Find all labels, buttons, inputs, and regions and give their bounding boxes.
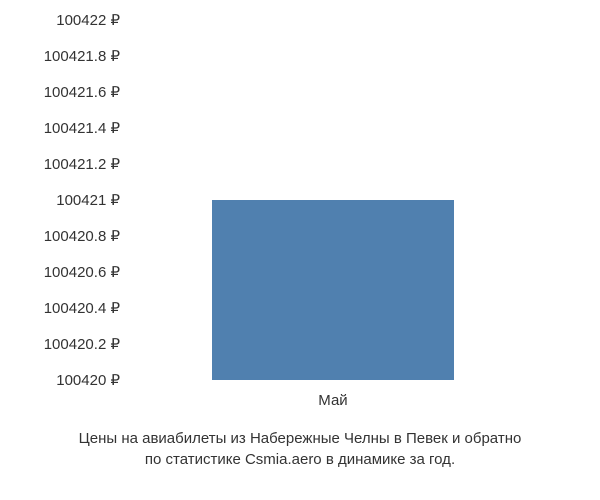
y-tick-label: 100420.8 ₽	[44, 227, 120, 245]
x-axis-label: Май	[318, 392, 347, 409]
chart-caption: Цены на авиабилеты из Набережные Челны в…	[0, 428, 600, 470]
y-tick-label: 100421.6 ₽	[44, 83, 120, 101]
caption-line1: Цены на авиабилеты из Набережные Челны в…	[79, 430, 522, 447]
y-tick-label: 100422 ₽	[56, 11, 120, 29]
y-tick-label: 100421 ₽	[56, 191, 120, 209]
y-tick-label: 100421.4 ₽	[44, 119, 120, 137]
y-tick-label: 100421.2 ₽	[44, 155, 120, 173]
caption-line2: по статистике Csmia.aero в динамике за г…	[145, 451, 455, 468]
bar	[212, 200, 454, 380]
y-tick-label: 100420 ₽	[56, 371, 120, 389]
chart-container: 100422 ₽ 100421.8 ₽ 100421.6 ₽ 100421.4 ₽ 10…	[0, 0, 600, 500]
y-tick-label: 100421.8 ₽	[44, 47, 120, 65]
y-axis: 100422 ₽100421.8 ₽100421.6 ₽100421.4 ₽10…	[0, 20, 130, 380]
y-tick-label: 100420.2 ₽	[44, 335, 120, 353]
plot-area: Май	[135, 20, 575, 380]
y-tick-label: 100420.4 ₽	[44, 299, 120, 317]
y-tick-label: 100420.6 ₽	[44, 263, 120, 281]
